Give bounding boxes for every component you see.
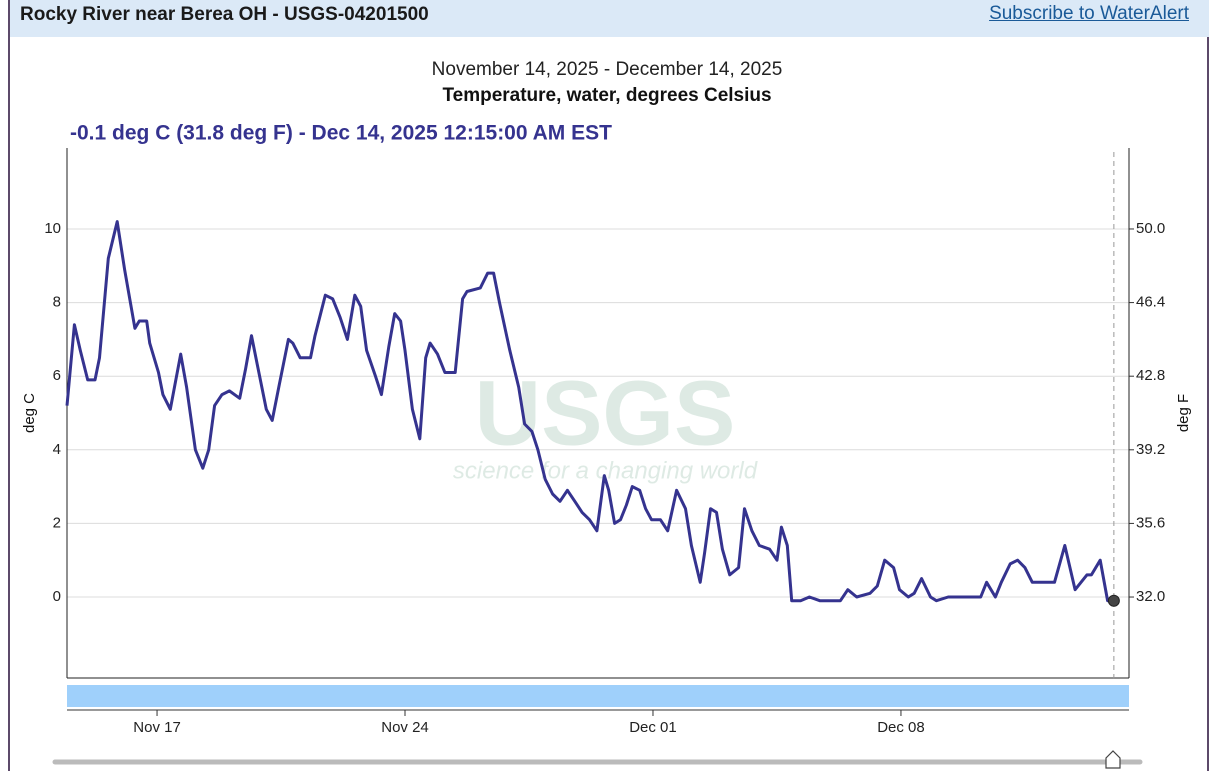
x-tick-label: Nov 17 [133, 719, 181, 736]
y-tick-label: 4 [53, 441, 61, 458]
x-tick-label: Dec 01 [629, 719, 677, 736]
cursor-point [1107, 594, 1120, 607]
tooltip-text: -0.1 deg C (31.8 deg F) - Dec 14, 2025 1… [70, 122, 612, 145]
y-tick-label: 2 [53, 514, 61, 531]
y2-tick-label: 42.8 [1136, 367, 1165, 384]
y2-tick-label: 50.0 [1136, 220, 1165, 237]
y-tick-label: 6 [53, 367, 61, 384]
y-tick-label: 10 [44, 220, 61, 237]
site-title: Rocky River near Berea OH - USGS-0420150… [20, 4, 429, 25]
frame [8, 0, 1209, 771]
chart-title: Temperature, water, degrees Celsius [442, 85, 771, 106]
slider-handle[interactable] [1105, 750, 1121, 769]
watermark-logo: USGS [475, 362, 736, 464]
y2-tick-label: 32.0 [1136, 588, 1165, 605]
y2-tick-label: 35.6 [1136, 514, 1165, 531]
y2-tick-label: 46.4 [1136, 294, 1165, 311]
y-tick-label: 8 [53, 294, 61, 311]
y2-axis-label: deg F [1175, 394, 1192, 432]
chart-subtitle: November 14, 2025 - December 14, 2025 [432, 59, 783, 80]
data-line [65, 220, 1114, 603]
brush-bar[interactable] [67, 685, 1129, 707]
header: Rocky River near Berea OH - USGS-0420150… [10, 0, 1209, 37]
y2-tick-label: 39.2 [1136, 441, 1165, 458]
subscribe-link[interactable]: Subscribe to WaterAlert [989, 3, 1189, 24]
x-tick-label: Nov 24 [381, 719, 429, 736]
y-axis-label: deg C [21, 393, 38, 433]
x-tick-label: Dec 08 [877, 719, 925, 736]
y-tick-label: 0 [53, 588, 61, 605]
